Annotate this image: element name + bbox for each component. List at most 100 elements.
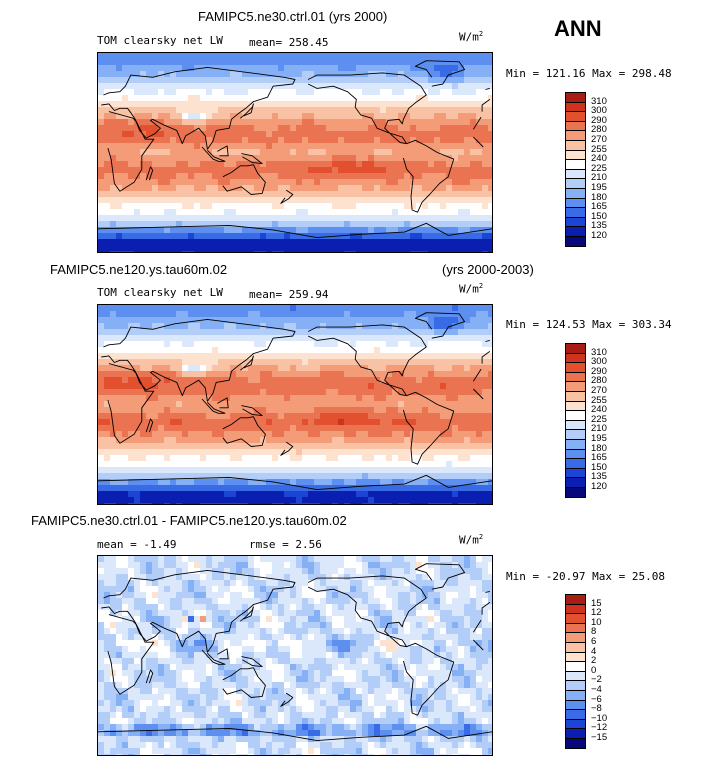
field-cell — [398, 401, 405, 408]
field-cell — [218, 185, 225, 192]
field-cell — [110, 556, 117, 563]
field-cell — [236, 203, 243, 210]
field-cell — [188, 419, 195, 426]
field-cell — [110, 401, 117, 408]
field-cell — [170, 191, 177, 198]
field-cell — [392, 65, 399, 72]
field-cell — [392, 143, 399, 150]
field-cell — [116, 401, 123, 408]
field-cell — [242, 562, 249, 569]
field-cell — [314, 185, 321, 192]
field-cell — [206, 197, 213, 204]
field-cell — [140, 407, 147, 414]
field-cell — [344, 383, 351, 390]
field-cell — [350, 443, 357, 450]
field-cell — [146, 185, 153, 192]
field-cell — [308, 437, 315, 444]
field-cell — [296, 323, 303, 330]
field-cell — [356, 389, 363, 396]
field-cell — [476, 83, 483, 90]
field-cell — [242, 233, 249, 240]
field-cell — [374, 491, 381, 498]
field-cell — [260, 377, 267, 384]
field-cell — [350, 227, 357, 234]
field-cell — [296, 353, 303, 360]
field-cell — [182, 101, 189, 108]
field-cell — [362, 137, 369, 144]
field-cell — [362, 479, 369, 486]
field-cell — [290, 479, 297, 486]
field-cell — [266, 455, 273, 462]
field-cell — [350, 485, 357, 492]
field-cell — [380, 305, 387, 312]
field-cell — [188, 323, 195, 330]
field-cell — [188, 233, 195, 240]
field-cell — [422, 419, 429, 426]
field-cell — [296, 221, 303, 228]
field-cell — [254, 580, 261, 587]
field-cell — [188, 329, 195, 336]
field-cell — [212, 437, 219, 444]
field-cell — [344, 413, 351, 420]
field-cell — [314, 137, 321, 144]
field-cell — [314, 556, 321, 563]
field-cell — [176, 155, 183, 162]
field-cell — [236, 329, 243, 336]
field-cell — [368, 347, 375, 354]
field-cell — [284, 503, 291, 504]
field-cell — [314, 419, 321, 426]
field-cell — [374, 197, 381, 204]
field-cell — [428, 574, 435, 581]
field-cell — [212, 245, 219, 252]
field-cell — [476, 419, 483, 426]
field-cell — [230, 467, 237, 474]
field-cell — [488, 443, 492, 450]
field-cell — [350, 77, 357, 84]
field-cell — [140, 479, 147, 486]
field-cell — [350, 568, 357, 575]
field-cell — [440, 359, 447, 366]
field-cell — [434, 503, 441, 504]
field-cell — [470, 161, 477, 168]
field-cell — [200, 347, 207, 354]
field-cell — [194, 485, 201, 492]
field-cell — [392, 562, 399, 569]
field-cell — [464, 53, 471, 60]
field-cell — [416, 53, 423, 60]
field-cell — [344, 305, 351, 312]
field-cell — [332, 77, 339, 84]
field-cell — [476, 245, 483, 252]
field-cell — [152, 95, 159, 102]
field-cell — [362, 227, 369, 234]
field-cell — [488, 473, 492, 480]
field-cell — [296, 491, 303, 498]
field-cell — [242, 323, 249, 330]
field-cell — [440, 389, 447, 396]
field-cell — [98, 161, 105, 168]
field-cell — [398, 580, 405, 587]
field-cell — [230, 437, 237, 444]
field-cell — [200, 197, 207, 204]
field-cell — [254, 479, 261, 486]
field-cell — [440, 353, 447, 360]
field-cell — [392, 131, 399, 138]
field-cell — [152, 107, 159, 114]
field-cell — [248, 323, 255, 330]
field-cell — [434, 305, 441, 312]
field-cell — [194, 574, 201, 581]
field-cell — [182, 395, 189, 402]
field-cell — [404, 215, 411, 222]
field-cell — [164, 143, 171, 150]
field-cell — [200, 341, 207, 348]
field-cell — [296, 461, 303, 468]
field-cell — [260, 77, 267, 84]
field-cell — [452, 467, 459, 474]
field-cell — [350, 311, 357, 318]
field-cell — [182, 467, 189, 474]
field-cell — [464, 568, 471, 575]
field-cell — [392, 473, 399, 480]
field-cell — [116, 371, 123, 378]
colorbar-level-label: 310 — [591, 95, 607, 107]
field-cell — [476, 449, 483, 456]
field-cell — [386, 377, 393, 384]
